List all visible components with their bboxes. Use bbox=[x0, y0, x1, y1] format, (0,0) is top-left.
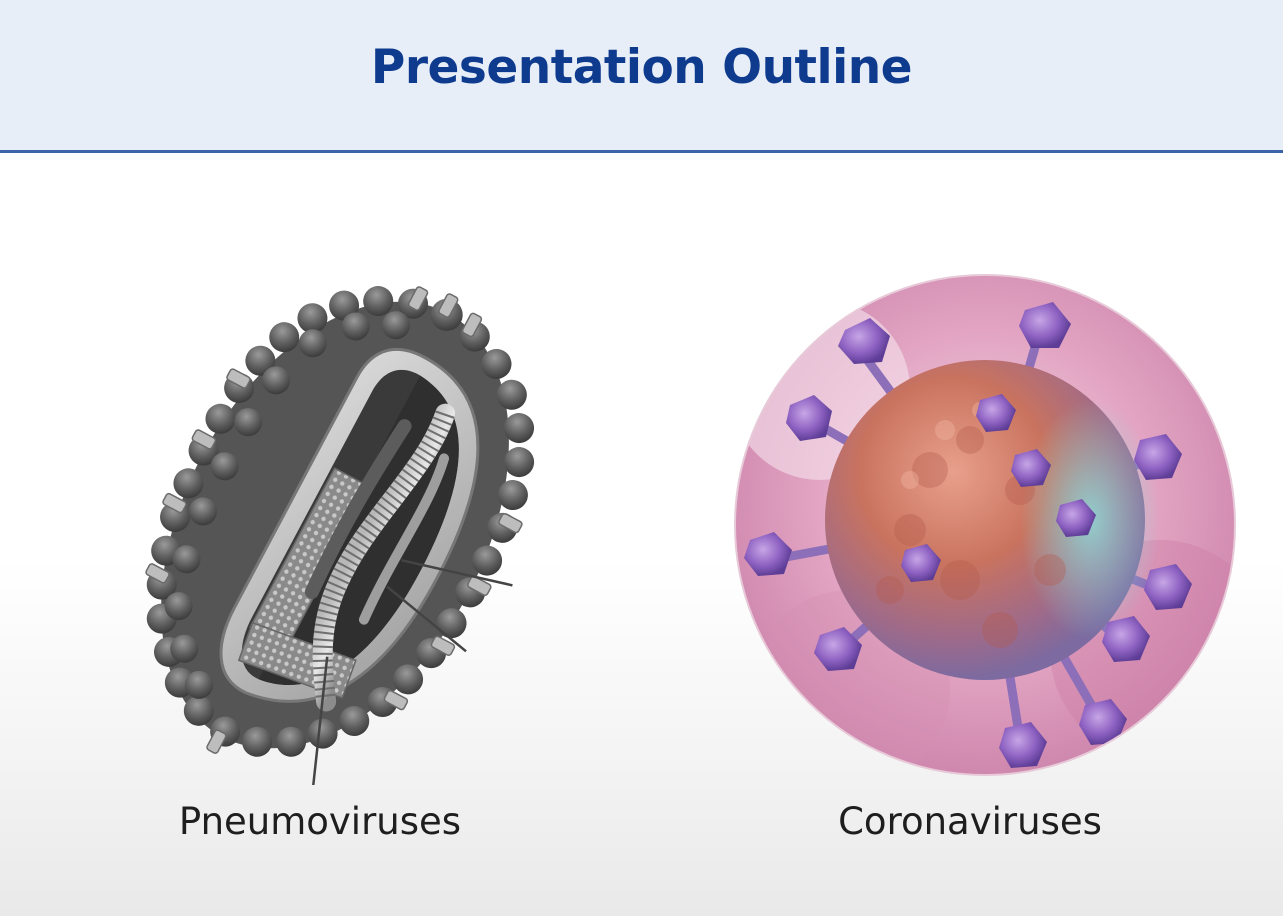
coronaviruses-caption: Coronaviruses bbox=[838, 800, 1102, 843]
slide-header: Presentation Outline bbox=[0, 0, 1283, 153]
pneumoviruses-caption: Pneumoviruses bbox=[178, 800, 462, 843]
slide-title: Presentation Outline bbox=[370, 40, 913, 95]
coronavirus-illustration bbox=[734, 274, 1236, 776]
pneumovirus-illustration bbox=[145, 286, 535, 785]
